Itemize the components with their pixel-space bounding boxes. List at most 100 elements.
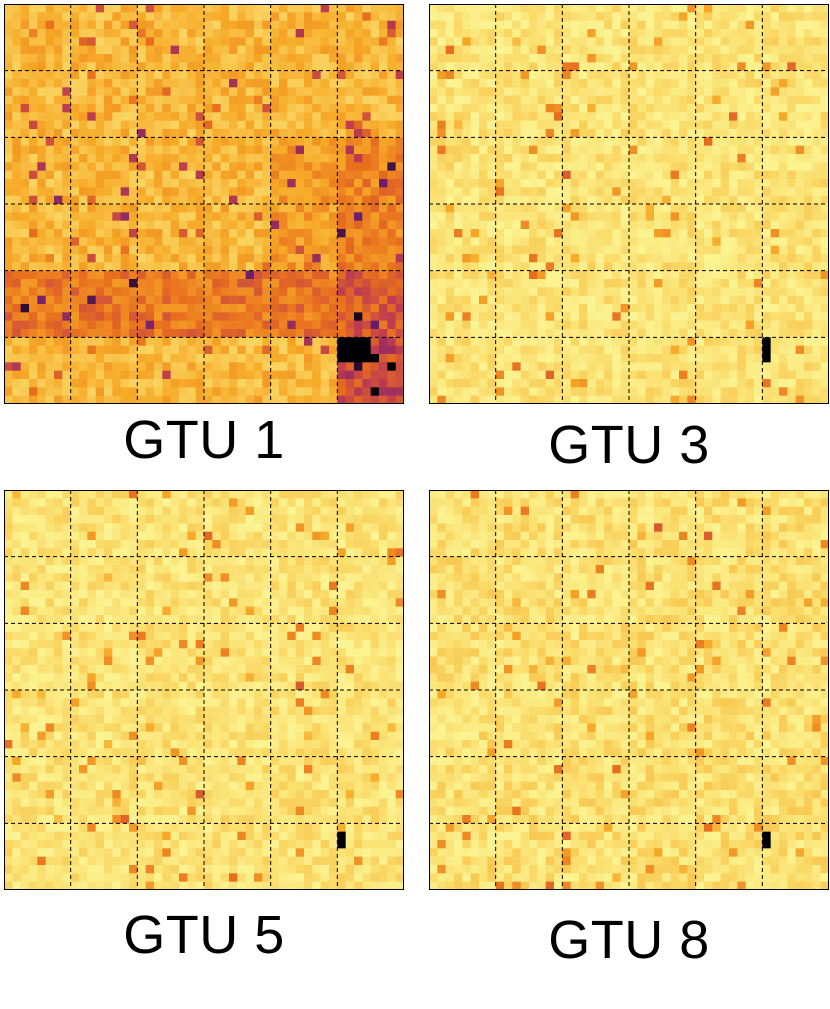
heatmap-cell (495, 104, 505, 113)
heatmap-cell (129, 145, 138, 155)
heatmap-cell (604, 129, 613, 138)
heatmap-cell (587, 95, 597, 105)
heatmap-cell (229, 287, 238, 297)
heatmap-cell (804, 4, 813, 13)
heatmap-cell (454, 179, 463, 188)
heatmap-cell (362, 220, 372, 230)
heatmap-cell (570, 20, 580, 30)
heatmap-cell (70, 4, 80, 13)
heatmap-cell (45, 262, 55, 272)
heatmap-cell (62, 170, 72, 180)
heatmap-cell (545, 145, 555, 155)
heatmap-cell (245, 354, 255, 363)
heatmap-cell (20, 54, 30, 63)
heatmap-cell (320, 70, 330, 80)
heatmap-cell (37, 287, 47, 297)
heatmap-cell (570, 120, 580, 130)
heatmap-cell (820, 129, 829, 138)
heatmap-cell (237, 70, 247, 80)
heatmap-cell (4, 337, 13, 347)
heatmap-cell (312, 87, 322, 97)
heatmap-cell (112, 531, 122, 541)
heatmap-cell (662, 104, 672, 113)
heatmap-cell (29, 45, 38, 55)
heatmap-cell (162, 362, 172, 372)
heatmap-cell (770, 220, 780, 230)
heatmap-cell (170, 70, 180, 80)
heatmap-cell (695, 220, 705, 230)
heatmap-cell (712, 137, 722, 147)
heatmap-cell (204, 370, 213, 380)
heatmap-cell (545, 279, 555, 288)
heatmap-cell (687, 95, 697, 105)
heatmap-cell (287, 387, 297, 397)
heatmap-cell (554, 254, 563, 263)
heatmap-cell (112, 220, 122, 230)
heatmap-cell (129, 120, 138, 130)
heatmap-cell (604, 195, 613, 205)
heatmap-cell (554, 245, 563, 255)
heatmap-cell (379, 345, 388, 355)
heatmap-cell (512, 45, 522, 55)
heatmap-cell (520, 220, 530, 230)
heatmap-cell (212, 337, 222, 347)
heatmap-cell (629, 204, 638, 213)
heatmap-cell (429, 304, 438, 313)
heatmap-cell (370, 320, 380, 330)
heatmap-cell (20, 548, 30, 558)
heatmap-cell (329, 370, 338, 380)
heatmap-cell (79, 95, 88, 105)
heatmap-cell (262, 95, 272, 105)
heatmap-cell (362, 304, 372, 313)
heatmap-cell (654, 262, 663, 272)
heatmap-cell (79, 54, 88, 63)
heatmap-cell (320, 162, 330, 172)
heatmap-cell (429, 4, 438, 13)
heatmap-cell (104, 162, 113, 172)
heatmap-cell (212, 329, 222, 338)
heatmap-cell (487, 295, 497, 305)
heatmap-cell (479, 312, 488, 322)
heatmap-cell (312, 137, 322, 147)
heatmap-cell (779, 237, 788, 247)
heatmap-cell (79, 212, 88, 222)
heatmap-cell (162, 179, 172, 188)
heatmap-cell (479, 12, 488, 22)
heatmap-cell (604, 212, 613, 222)
heatmap-cell (645, 129, 655, 138)
heatmap-cell (562, 187, 572, 197)
heatmap-cell (754, 62, 763, 72)
heatmap-cell (745, 187, 755, 197)
heatmap-cell (645, 262, 655, 272)
heatmap-cell (229, 262, 238, 272)
heatmap-cell (62, 112, 72, 122)
heatmap-cell (337, 20, 347, 30)
heatmap-cell (179, 506, 188, 516)
heatmap-cell (445, 354, 455, 363)
heatmap-cell (504, 112, 513, 122)
heatmap-cell (812, 45, 822, 55)
heatmap-cell (529, 279, 538, 288)
heatmap-cell (604, 179, 613, 188)
heatmap-cell (804, 204, 813, 213)
heatmap-cell (79, 20, 88, 30)
heatmap-cell (820, 354, 829, 363)
heatmap-cell (145, 304, 155, 313)
heatmap-cell (195, 490, 205, 499)
heatmap-cell (745, 79, 755, 88)
heatmap-cell (129, 320, 138, 330)
heatmap-cell (512, 287, 522, 297)
heatmap-cell (720, 329, 730, 338)
heatmap-cell (720, 279, 730, 288)
heatmap-cell (737, 387, 747, 397)
heatmap-cell (312, 329, 322, 338)
heatmap-cell (112, 70, 122, 80)
heatmap-cell (520, 237, 530, 247)
heatmap-cell (20, 87, 30, 97)
heatmap-cell (804, 220, 813, 230)
heatmap-cell (312, 79, 322, 88)
heatmap-cell (804, 12, 813, 22)
heatmap-cell (295, 379, 305, 388)
heatmap-cell (429, 62, 438, 72)
heatmap-cell (129, 515, 138, 524)
